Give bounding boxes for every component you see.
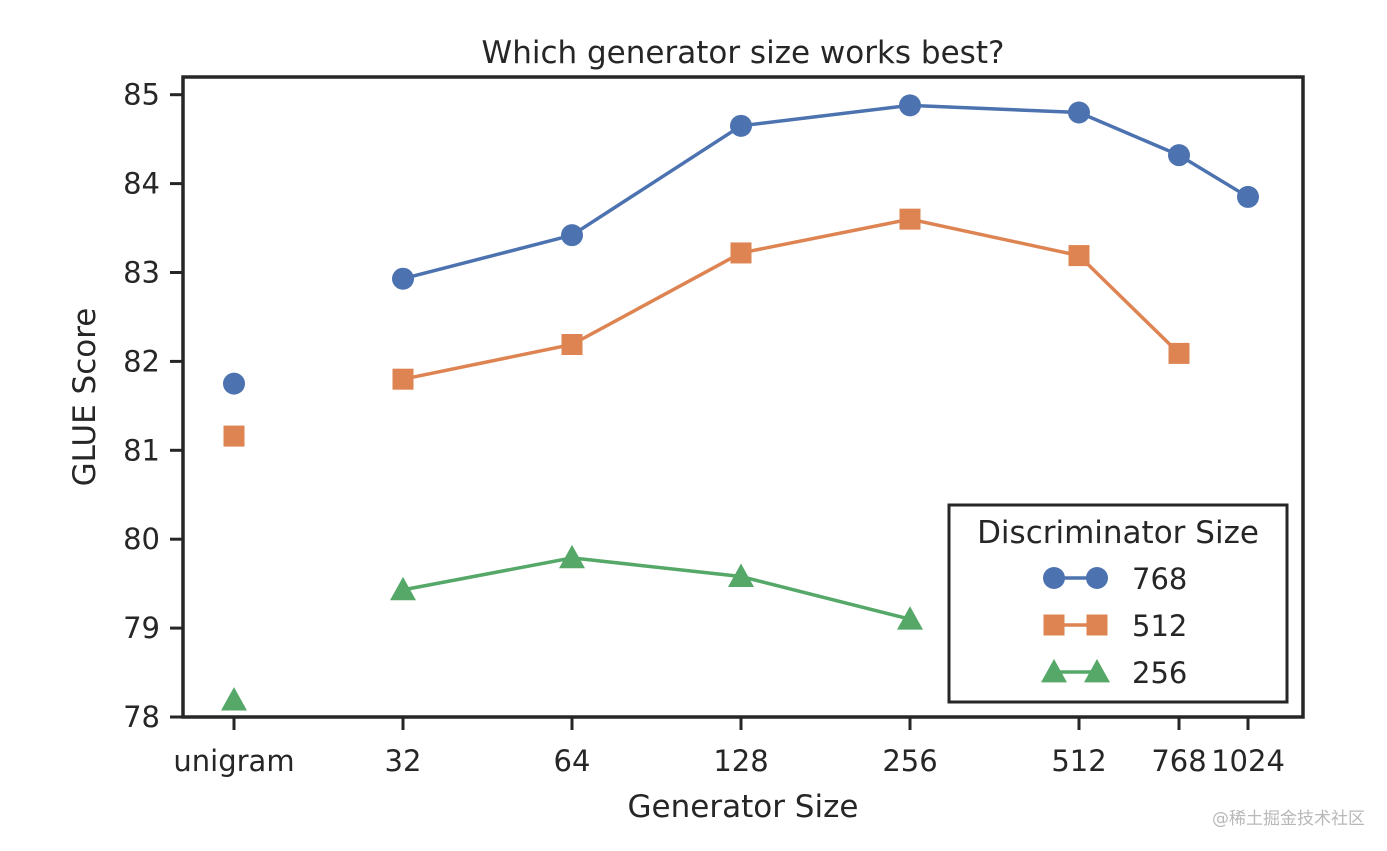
point-512-768 xyxy=(1168,342,1190,364)
x-tick-label: 64 xyxy=(554,744,591,778)
legend-label-512: 512 xyxy=(1132,609,1187,643)
point-768-768 xyxy=(1168,144,1190,167)
legend-marker-256 xyxy=(1041,659,1067,683)
axis-ticks: unigram 32 64 128 256 512 768 10247879808182838… xyxy=(123,78,1285,778)
y-tick-label: 84 xyxy=(123,167,160,201)
y-tick-label: 80 xyxy=(123,522,160,556)
point-512-128 xyxy=(730,242,752,264)
y-tick-label: 81 xyxy=(123,433,160,467)
y-tick-label: 83 xyxy=(123,256,160,290)
point-768-128 xyxy=(730,114,752,137)
y-tick-label: 78 xyxy=(123,700,160,734)
legend: Discriminator Size 768 512 256 xyxy=(947,503,1289,704)
x-tick-label: 128 xyxy=(713,744,768,778)
legend-marker-768 xyxy=(1043,567,1065,589)
point-256-unigram xyxy=(221,687,247,711)
point-768-256 xyxy=(899,94,921,117)
legend-marker-256 xyxy=(1084,659,1110,683)
chart-marks xyxy=(221,94,1259,711)
point-768-64 xyxy=(561,224,583,247)
legend-marker-768 xyxy=(1086,567,1108,589)
point-512-32 xyxy=(392,368,414,390)
y-tick-label: 79 xyxy=(123,611,160,645)
legend-label-256: 256 xyxy=(1132,656,1187,690)
legend-items: 768 512 256 xyxy=(1041,562,1187,690)
point-256-256 xyxy=(897,606,923,630)
x-tick-label: 32 xyxy=(385,744,422,778)
chart-title: Which generator size works best? xyxy=(482,35,1005,71)
series-line-768 xyxy=(402,103,1249,281)
point-768-32 xyxy=(392,267,414,290)
series-line-512 xyxy=(402,217,1181,381)
point-768-512 xyxy=(1068,101,1090,124)
x-axis-label: Generator Size xyxy=(628,789,859,825)
x-tick-label: 256 xyxy=(882,744,937,778)
watermark: @稀土掘金技术社区 xyxy=(1212,809,1365,829)
point-256-128 xyxy=(728,563,754,587)
point-768-unigram xyxy=(223,372,245,395)
y-tick-label: 85 xyxy=(123,78,160,112)
point-512-64 xyxy=(561,334,583,356)
x-tick-label: unigram xyxy=(173,744,294,778)
point-256-64 xyxy=(559,544,585,569)
legend-marker-512 xyxy=(1043,614,1065,636)
x-tick-label: 768 xyxy=(1151,744,1206,778)
x-tick-label: 1024 xyxy=(1211,744,1285,778)
x-tick-label: 512 xyxy=(1051,744,1106,778)
y-tick-label: 82 xyxy=(123,344,160,378)
point-512-256 xyxy=(899,208,921,230)
legend-title: Discriminator Size xyxy=(977,515,1259,551)
plot-frame xyxy=(181,75,1305,719)
legend-box xyxy=(947,503,1289,704)
legend-label-768: 768 xyxy=(1132,562,1187,596)
point-512-unigram xyxy=(223,425,245,447)
series-line-256 xyxy=(402,556,911,621)
point-256-32 xyxy=(390,576,416,601)
point-512-512 xyxy=(1068,245,1090,267)
point-768-1024 xyxy=(1237,185,1259,208)
legend-marker-512 xyxy=(1086,614,1108,636)
y-axis-label: GLUE Score xyxy=(67,308,103,487)
